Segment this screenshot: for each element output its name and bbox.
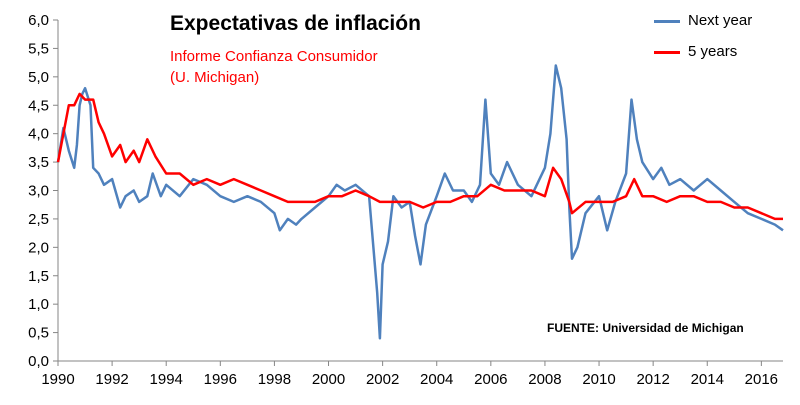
series-group (56, 64, 784, 340)
legend-swatch-5-years (654, 51, 680, 54)
y-axis-ticks: 0,0 0,5 1,0 1,5 2,0 2,5 3,0 3,5 4,0 4,5 5,0 5,5 6,0 (28, 12, 58, 370)
x-tick-label: 1998 (258, 371, 291, 388)
x-tick-label: 2004 (420, 371, 453, 388)
legend-label-5-years: 5 years (688, 43, 738, 60)
y-tick-label: 5,5 (28, 40, 49, 57)
x-tick-label: 2012 (636, 371, 669, 388)
x-tick-label: 2014 (691, 371, 724, 388)
x-tick-label: 1996 (204, 371, 237, 388)
chart-subtitle-line-2: (U. Michigan) (170, 69, 260, 86)
x-tick-label: 2006 (474, 371, 507, 388)
x-tick-label: 2010 (582, 371, 615, 388)
y-tick-label: 2,0 (28, 239, 49, 256)
x-tick-label: 1992 (95, 371, 128, 388)
x-tick-label: 2008 (528, 371, 561, 388)
legend-swatch-next-year (654, 20, 680, 23)
y-tick-label: 4,5 (28, 97, 49, 114)
x-tick-label: 1994 (150, 371, 183, 388)
x-tick-label: 2016 (745, 371, 778, 388)
x-tick-label: 2000 (312, 371, 345, 388)
x-tick-label: 1990 (41, 371, 74, 388)
y-tick-label: 0,5 (28, 325, 49, 342)
y-tick-label: 6,0 (28, 12, 49, 29)
y-tick-label: 1,5 (28, 268, 49, 285)
series-line-next-year (56, 64, 784, 340)
y-tick-label: 3,5 (28, 154, 49, 171)
y-tick-label: 3,0 (28, 183, 49, 200)
y-tick-label: 5,0 (28, 69, 49, 86)
y-tick-label: 1,0 (28, 296, 49, 313)
y-tick-label: 4,0 (28, 126, 49, 143)
chart-subtitle-line-1: Informe Confianza Consumidor (170, 48, 378, 65)
series-line-5-years (56, 92, 783, 221)
x-axis-ticks: 1990 1992 1994 1996 1998 2000 2002 2004 2006 2008… (41, 361, 778, 388)
chart-title: Expectativas de inflación (170, 12, 421, 35)
y-tick-label: 0,0 (28, 353, 49, 370)
chart-source: FUENTE: Universidad de Michigan (547, 321, 744, 335)
legend-label-next-year: Next year (688, 12, 753, 29)
y-tick-label: 2,5 (28, 211, 49, 228)
x-tick-label: 2002 (366, 371, 399, 388)
